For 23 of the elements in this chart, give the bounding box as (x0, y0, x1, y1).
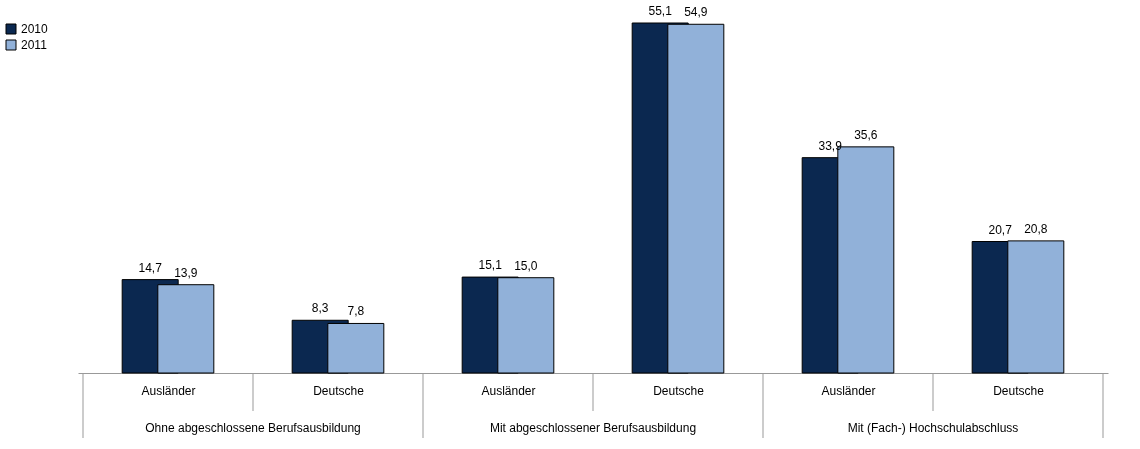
x-tick-label: Ausländer (821, 383, 876, 398)
x-tick-label: Ausländer (141, 383, 196, 398)
data-label: 20,8 (1024, 221, 1048, 236)
data-label: 35,6 (854, 127, 878, 142)
data-label: 13,9 (174, 265, 198, 280)
data-label: 14,7 (138, 260, 163, 275)
x-tick-label: Ausländer (481, 383, 536, 398)
data-label: 8,3 (311, 301, 329, 316)
data-label: 15,1 (478, 258, 503, 273)
data-label: 54,9 (684, 5, 708, 20)
data-label: 55,1 (648, 4, 673, 18)
text: Ohne abgeschlossene Berufsausbildung (145, 421, 361, 435)
text: Mit (Fach-) Hochschulabschluss (847, 421, 1019, 435)
legend-label: 2011 (21, 38, 48, 52)
data-label: 33,9 (818, 138, 843, 153)
data-label: 15,0 (514, 258, 538, 273)
x-tick-label: Deutsche (313, 383, 365, 398)
data-label: 20,7 (988, 222, 1013, 237)
legend-label: 2010 (21, 22, 49, 36)
text: Mit abgeschlossener Berufsausbildung (489, 421, 697, 435)
data-label: 7,8 (347, 304, 365, 319)
x-tick-label: Deutsche (993, 383, 1045, 398)
x-tick-label: Deutsche (653, 383, 705, 398)
